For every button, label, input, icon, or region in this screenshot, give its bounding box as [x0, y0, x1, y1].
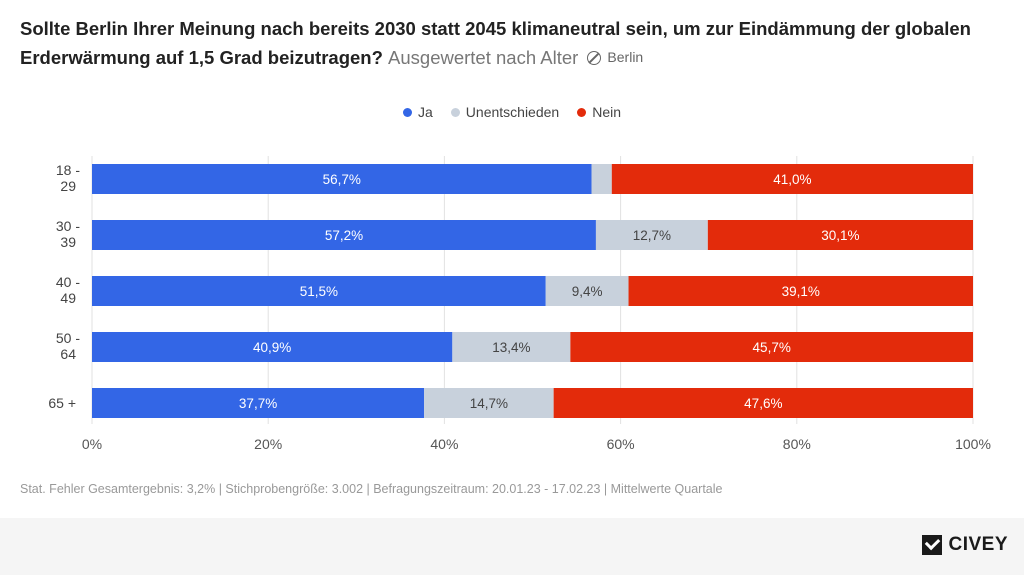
x-tick-label: 0% [82, 436, 102, 452]
bar-value-label: 12,7% [633, 228, 671, 243]
bar-segment [92, 220, 596, 250]
x-tick-label: 80% [783, 436, 811, 452]
bar-value-label: 41,0% [773, 172, 811, 187]
legend-label: Nein [592, 104, 621, 120]
bar-segment [628, 276, 973, 306]
region-label: Berlin [607, 49, 644, 65]
bar-value-label: 39,1% [782, 284, 820, 299]
bar-value-label: 14,7% [470, 396, 508, 411]
bar-segment [591, 164, 612, 194]
category-label: 65 + [48, 395, 76, 411]
bar-segment [452, 332, 571, 362]
category-label: 18 -29 [56, 162, 80, 194]
bar-value-label: 40,9% [253, 340, 291, 355]
bar-value-label: 47,6% [744, 396, 782, 411]
bar-segment [611, 164, 973, 194]
bar-value-label: 9,4% [572, 284, 603, 299]
legend-item: Unentschieden [450, 104, 560, 120]
bar-value-label: 56,7% [323, 172, 361, 187]
legend-label: Unentschieden [465, 104, 560, 120]
chart-legend: Ja Unentschieden Nein [0, 104, 1024, 120]
bar-segment [545, 276, 629, 306]
bar-segment [92, 164, 592, 194]
bar-value-label: 13,4% [492, 340, 530, 355]
bar-value-label: 37,7% [239, 396, 277, 411]
bar-segment [570, 332, 973, 362]
legend-item: Nein [577, 104, 621, 120]
x-tick-label: 40% [430, 436, 458, 452]
x-tick-label: 60% [607, 436, 635, 452]
legend-item: Ja [403, 104, 433, 120]
civey-logo-icon [922, 535, 943, 555]
footer-band [0, 518, 1024, 575]
title-text: Sollte Berlin Ihrer Meinung nach bereits… [20, 18, 971, 68]
bar-segment [707, 220, 973, 250]
legend-dot [450, 107, 460, 117]
category-label: 40 -49 [56, 274, 80, 306]
chart-svg: 0% 20% 40% 60% 80% 100% 18 -29 56,7% 41,0% 30 -39… [48, 156, 991, 452]
category-label: 50 -64 [56, 330, 80, 362]
bar-value-label: 45,7% [753, 340, 791, 355]
bar-segment [92, 332, 453, 362]
x-tick-label: 20% [254, 436, 282, 452]
bar-value-label: 51,5% [300, 284, 338, 299]
footer-note: Stat. Fehler Gesamtergebnis: 3,2% | Stic… [20, 482, 723, 496]
brand-logo: CIVEY [922, 534, 1008, 556]
legend-label: Ja [418, 104, 433, 120]
bar-segment [92, 276, 546, 306]
category-label: 30 -39 [56, 218, 80, 250]
bar-segment [92, 388, 425, 418]
legend-dot [403, 107, 412, 117]
bar-segment [553, 388, 973, 418]
legend-dot [577, 107, 587, 117]
chart-title: Sollte Berlin Ihrer Meinung nach bereits… [20, 14, 980, 72]
subtitle-text: Ausgewertet nach Alter [388, 47, 579, 68]
bar-segment [424, 388, 554, 418]
brand-name: CIVEY [948, 534, 1008, 555]
bar-value-label: 57,2% [325, 228, 363, 243]
bar-value-label: 30,1% [821, 228, 859, 243]
x-tick-label: 100% [955, 436, 991, 452]
bar-segment [595, 220, 708, 250]
region-icon [587, 51, 602, 65]
